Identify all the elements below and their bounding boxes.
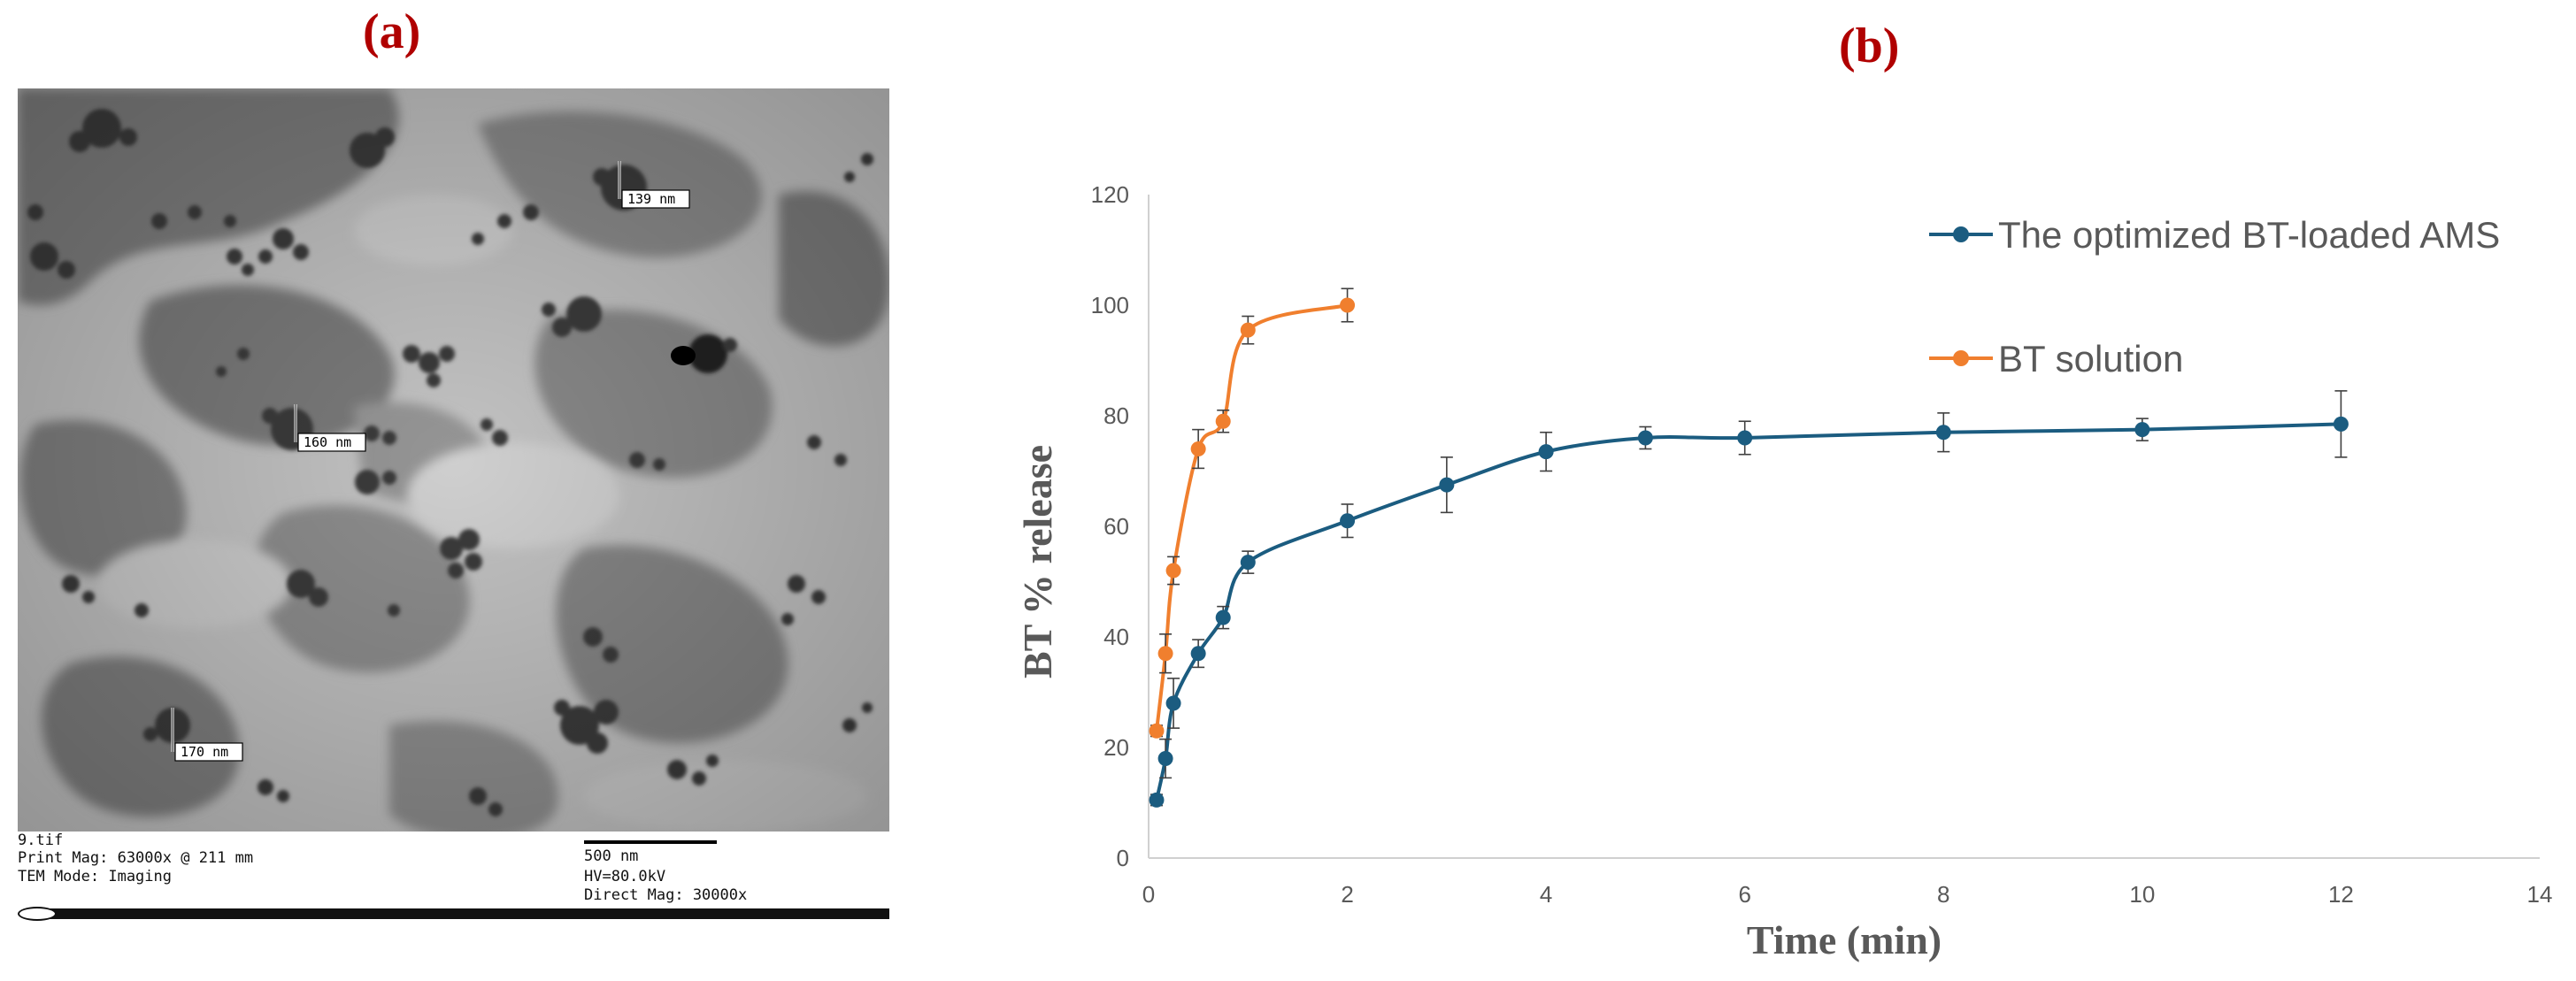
- data-point: [1439, 477, 1455, 493]
- series-line: [1154, 303, 1349, 732]
- y-tick-label: 80: [1103, 402, 1129, 429]
- tem-footer-bar: [44, 908, 889, 919]
- data-point: [1538, 444, 1554, 460]
- data-point: [1637, 430, 1653, 446]
- tem-print-mag: Print Mag: 63000x @ 211 mm: [18, 849, 254, 867]
- data-point: [1165, 563, 1181, 579]
- data-point: [1340, 297, 1356, 313]
- x-tick-label: 8: [1937, 881, 1949, 908]
- data-point: [1157, 646, 1173, 662]
- x-tick-label: 14: [2527, 881, 2553, 908]
- release-chart: 0 2 4 6 8 10 12 14 0 20 40 60 80 100 120 The optimized…: [1015, 181, 2553, 962]
- y-axis-title: BT % release: [1015, 445, 1060, 678]
- y-tick-label: 0: [1117, 845, 1129, 871]
- chart-legend: The optimized BT-loaded AMS BT solution: [1929, 214, 2500, 379]
- legend-label: The optimized BT-loaded AMS: [1998, 214, 2500, 256]
- data-point: [1240, 555, 1256, 571]
- x-tick-label: 0: [1142, 881, 1155, 908]
- data-point: [1935, 425, 1951, 441]
- data-point: [1190, 646, 1206, 662]
- series-0: [1149, 390, 2349, 808]
- x-tick-label: 2: [1341, 881, 1353, 908]
- legend-marker: [1953, 226, 1969, 242]
- x-tick-label: 12: [2328, 881, 2354, 908]
- legend-marker: [1953, 350, 1969, 366]
- data-point: [1157, 751, 1173, 766]
- data-point: [2134, 422, 2150, 438]
- measurement-label-1: 139 nm: [627, 191, 675, 207]
- series-line: [1155, 422, 2341, 801]
- panel-label-a: (a): [363, 4, 421, 59]
- series-1: [1149, 287, 1356, 739]
- tem-hv: HV=80.0kV: [584, 868, 666, 885]
- chart-axes: 0 2 4 6 8 10 12 14 0 20 40 60 80 100 120: [1091, 181, 2553, 908]
- x-tick-label: 10: [2129, 881, 2155, 908]
- data-point: [1165, 695, 1181, 711]
- data-point: [2333, 416, 2349, 432]
- y-tick-label: 100: [1091, 292, 1129, 318]
- tem-measurement-markers: [171, 161, 690, 762]
- y-tick-label: 120: [1091, 181, 1129, 208]
- chart-series: [1149, 287, 2349, 808]
- tem-scale-bar: [584, 840, 717, 844]
- tem-metadata-footer: 9.tif Print Mag: 63000x @ 211 mm TEM Mod…: [18, 832, 889, 924]
- tem-direct-mag: Direct Mag: 30000x: [584, 886, 748, 904]
- y-tick-label: 60: [1103, 513, 1129, 540]
- tem-mode: TEM Mode: Imaging: [18, 868, 172, 885]
- data-point: [1215, 609, 1231, 625]
- x-axis-title: Time (min): [1747, 917, 1942, 962]
- data-point: [1215, 413, 1231, 429]
- tem-scale-bar-label: 500 nm: [584, 847, 639, 865]
- y-tick-label: 40: [1103, 624, 1129, 650]
- legend-label: BT solution: [1998, 338, 2183, 379]
- tem-file-name: 9.tif: [18, 832, 64, 849]
- tem-micrograph: 139 nm 160 nm 170 nm: [18, 88, 889, 832]
- data-point: [1240, 322, 1256, 338]
- data-point: [1737, 430, 1753, 446]
- x-tick-label: 4: [1540, 881, 1552, 908]
- data-point: [1190, 441, 1206, 456]
- tem-logo: [18, 907, 57, 921]
- data-point: [1340, 513, 1356, 529]
- data-point: [1149, 792, 1165, 808]
- data-point: [1149, 723, 1165, 739]
- measurement-label-2: 160 nm: [304, 434, 351, 450]
- measurement-label-3: 170 nm: [181, 744, 228, 760]
- y-tick-label: 20: [1103, 734, 1129, 761]
- x-tick-label: 6: [1738, 881, 1750, 908]
- panel-label-b: (b): [1839, 19, 1900, 73]
